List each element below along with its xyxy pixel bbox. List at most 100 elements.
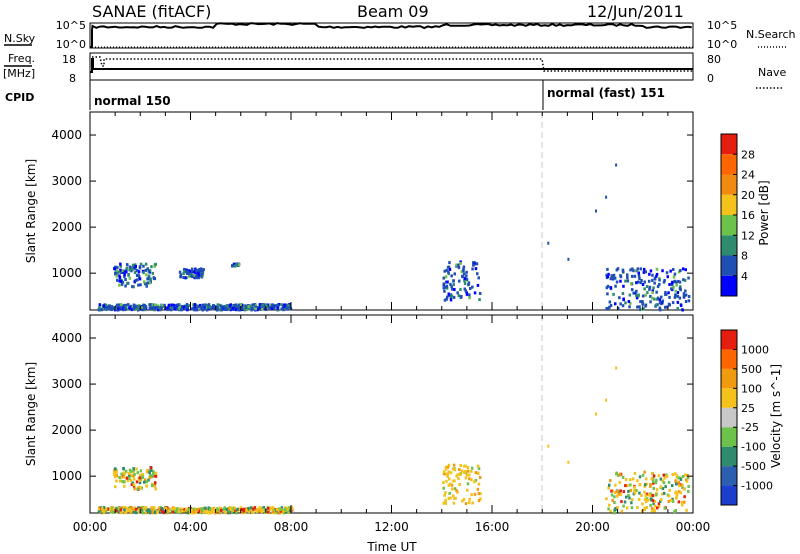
- echo-pixel: [449, 298, 453, 302]
- echo-pixel: [682, 294, 686, 298]
- echo-pixel: [205, 305, 208, 309]
- echo-pixel: [465, 473, 469, 477]
- echo-pixel: [231, 510, 235, 514]
- echo-pixel: [547, 444, 550, 448]
- echo-pixel: [97, 307, 101, 311]
- echo-pixel: [133, 271, 137, 274]
- echo-pixel: [271, 506, 275, 510]
- echo-pixel: [675, 280, 678, 284]
- echo-pixel: [452, 494, 455, 498]
- echo-pixel: [261, 303, 264, 307]
- echo-pixel: [641, 473, 645, 477]
- echo-pixel: [206, 304, 209, 307]
- echo-pixel: [676, 291, 680, 294]
- echo-pixel: [124, 469, 128, 473]
- echo-pixel: [653, 500, 657, 503]
- echo-pixel: [478, 476, 482, 479]
- echo-pixel: [251, 307, 254, 310]
- echo-pixel: [197, 268, 200, 272]
- echo-pixel: [153, 511, 157, 514]
- echo-pixel: [672, 285, 675, 289]
- echo-pixel: [668, 283, 671, 286]
- echo-pixel: [595, 209, 597, 213]
- echo-pixel: [455, 488, 458, 492]
- nsky-tick-bottom: 10^0: [56, 38, 86, 51]
- echo-pixel: [123, 508, 126, 512]
- echo-pixel: [144, 508, 148, 512]
- echo-pixel: [176, 510, 179, 514]
- echo-pixel: [468, 293, 471, 297]
- echo-pixel: [468, 477, 471, 481]
- echo-pixel: [225, 507, 228, 511]
- echo-pixel: [467, 501, 471, 505]
- nave-tick-bottom: 0: [707, 72, 714, 85]
- echo-pixel: [183, 270, 187, 274]
- echo-pixel: [652, 286, 655, 290]
- echo-pixel: [132, 477, 136, 481]
- echo-pixel: [195, 308, 199, 312]
- colorbar-tick-label: 12: [741, 229, 755, 242]
- echo-pixel: [444, 501, 447, 505]
- echo-pixel: [614, 302, 617, 306]
- echo-pixel: [101, 507, 104, 511]
- echo-pixel: [622, 490, 626, 494]
- echo-pixel: [662, 481, 666, 485]
- echo-pixel: [638, 491, 641, 495]
- echo-pixel: [198, 303, 202, 307]
- echo-pixel: [275, 508, 279, 512]
- echo-pixel: [684, 289, 687, 293]
- echo-pixel: [153, 264, 156, 268]
- echo-pixel: [128, 508, 131, 512]
- echo-pixel: [677, 476, 680, 480]
- echo-pixel: [123, 506, 126, 510]
- echo-pixel: [119, 268, 122, 272]
- echo-pixel: [668, 488, 671, 492]
- echo-pixel: [262, 506, 266, 510]
- echo-pixel: [261, 508, 265, 512]
- echo-pixel: [150, 265, 153, 269]
- echo-pixel: [453, 487, 457, 491]
- echo-pixel: [681, 483, 684, 487]
- colorbar-tick-label: -1000: [741, 480, 773, 493]
- echo-pixel: [644, 303, 648, 307]
- echo-pixel: [149, 303, 152, 307]
- echo-pixel: [630, 501, 633, 505]
- echo-pixel: [118, 476, 121, 479]
- echo-pixel: [685, 479, 689, 483]
- echo-pixel: [204, 506, 207, 510]
- echo-pixel: [187, 271, 190, 275]
- echo-pixel: [675, 474, 679, 478]
- echo-pixel: [447, 293, 451, 297]
- echo-pixel: [621, 475, 625, 479]
- echo-pixel: [644, 477, 648, 481]
- echo-pixel: [462, 265, 466, 269]
- echo-pixel: [460, 270, 464, 274]
- echo-pixel: [237, 263, 241, 267]
- echo-pixel: [620, 509, 624, 513]
- echo-pixel: [448, 261, 451, 265]
- echo-pixel: [262, 304, 266, 308]
- echo-pixel: [607, 272, 610, 276]
- echo-pixel: [479, 492, 482, 496]
- y-tick-label: 2000: [51, 423, 82, 437]
- echo-pixel: [463, 287, 466, 291]
- echo-pixel: [640, 279, 643, 282]
- echo-pixel: [615, 280, 619, 284]
- echo-pixel: [114, 265, 117, 269]
- echo-pixel: [210, 507, 213, 511]
- echo-pixel: [147, 274, 151, 278]
- echo-pixel: [130, 509, 133, 513]
- echo-pixel: [193, 303, 196, 307]
- echo-pixel: [139, 262, 143, 266]
- echo-pixel: [687, 489, 690, 493]
- echo-pixel: [288, 305, 292, 309]
- echo-pixel: [605, 398, 608, 402]
- nsky-trace: [90, 22, 692, 48]
- echo-pixel: [640, 509, 644, 513]
- echo-pixel: [227, 306, 231, 310]
- echo-pixel: [622, 298, 625, 302]
- echo-pixel: [123, 480, 126, 484]
- echo-pixel: [650, 296, 654, 300]
- echo-pixel: [249, 506, 253, 510]
- echo-pixel: [615, 489, 619, 493]
